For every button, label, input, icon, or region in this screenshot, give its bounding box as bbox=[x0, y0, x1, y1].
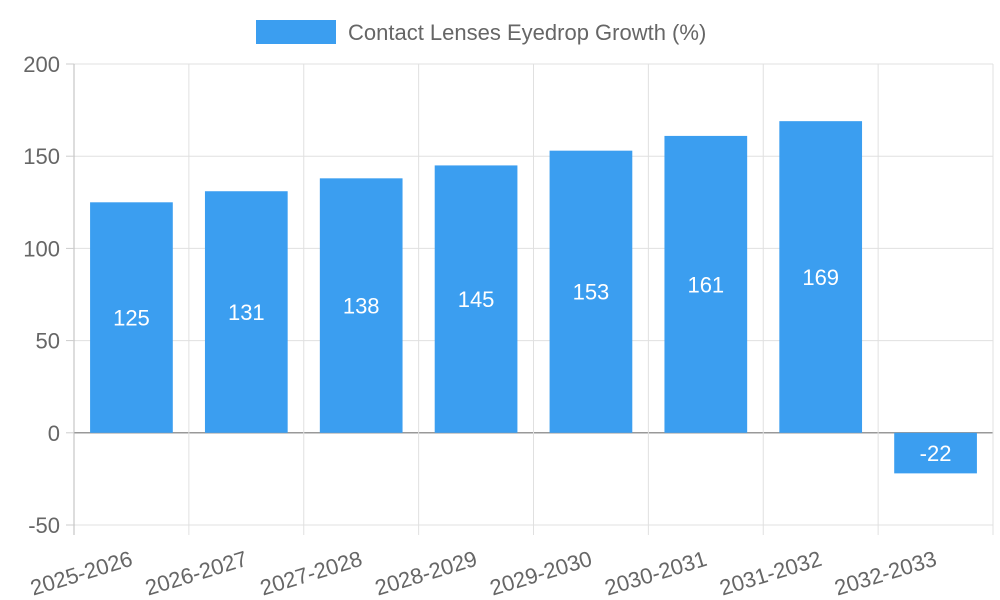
bar[interactable] bbox=[204, 191, 288, 433]
bar-value-label: 138 bbox=[343, 294, 380, 319]
x-tick-label: 2026-2027 bbox=[142, 546, 250, 600]
bar-value-label: 153 bbox=[573, 280, 610, 305]
bar[interactable] bbox=[90, 202, 173, 433]
y-tick-label: 50 bbox=[36, 329, 60, 354]
bar-value-label: 131 bbox=[228, 300, 265, 325]
y-tick-label: 200 bbox=[23, 52, 60, 77]
bar-value-label: -22 bbox=[920, 441, 952, 466]
y-tick-label: 100 bbox=[23, 236, 60, 261]
x-tick-label: 2032-2033 bbox=[832, 546, 940, 600]
bar-value-label: 169 bbox=[802, 265, 839, 290]
y-tick-label: 150 bbox=[23, 144, 60, 169]
x-tick-label: 2025-2026 bbox=[27, 546, 135, 600]
bar[interactable] bbox=[779, 121, 863, 433]
bar[interactable] bbox=[319, 178, 403, 433]
bar[interactable] bbox=[664, 135, 748, 433]
y-axis-tick-labels: -50 0 50 100 150 200 bbox=[23, 52, 60, 538]
x-tick-label: 2030-2031 bbox=[602, 546, 710, 600]
y-tick-label: 0 bbox=[48, 421, 60, 446]
axes bbox=[66, 63, 74, 526]
x-tick-label: 2028-2029 bbox=[372, 546, 480, 600]
legend-swatch bbox=[256, 20, 336, 44]
y-tick-label: -50 bbox=[28, 513, 60, 538]
x-tick-label: 2031-2032 bbox=[717, 546, 825, 600]
bar-value-labels: 125 131 138 145 153 161 169 -22 bbox=[113, 265, 951, 466]
x-tick-label: 2029-2030 bbox=[487, 546, 595, 600]
bar-value-label: 125 bbox=[113, 306, 150, 331]
bars bbox=[90, 121, 977, 474]
legend[interactable]: Contact Lenses Eyedrop Growth (%) bbox=[256, 20, 706, 45]
legend-label: Contact Lenses Eyedrop Growth (%) bbox=[348, 20, 706, 45]
bar[interactable] bbox=[549, 150, 633, 433]
bar[interactable] bbox=[894, 432, 977, 474]
x-tick-label: 2027-2028 bbox=[257, 546, 365, 600]
bar-value-label: 145 bbox=[458, 287, 495, 312]
x-axis-tick-labels: 2025-2026 2026-2027 2027-2028 2028-2029 2029… bbox=[27, 546, 939, 600]
bar-value-label: 161 bbox=[687, 272, 724, 297]
bar[interactable] bbox=[434, 165, 518, 433]
